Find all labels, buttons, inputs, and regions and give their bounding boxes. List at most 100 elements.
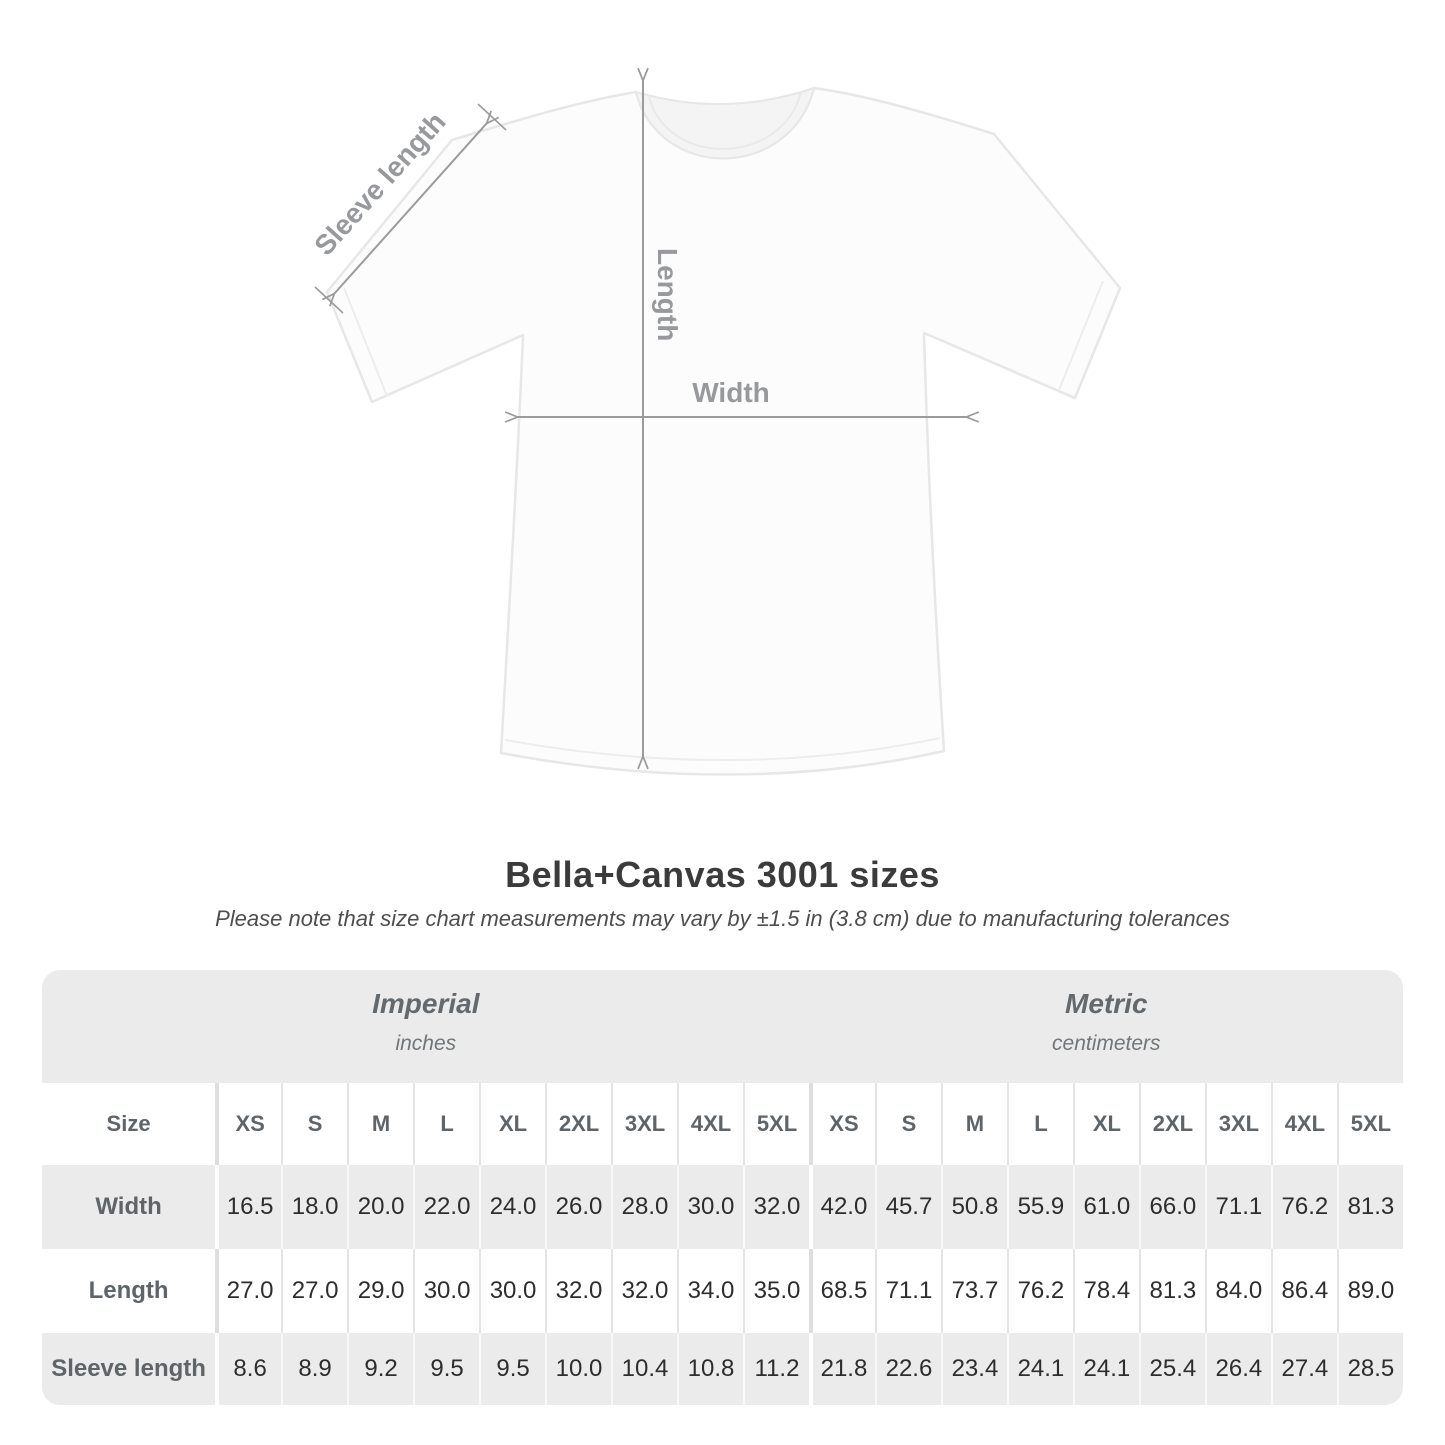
measurement-value: 84.0 — [1204, 1249, 1271, 1333]
measurement-value: 11.2 — [743, 1333, 809, 1405]
measurement-value: 22.0 — [413, 1165, 480, 1249]
measurement-value: 32.0 — [611, 1249, 678, 1333]
measurement-value: 27.0 — [215, 1249, 282, 1333]
size-chart-card: Imperial inches Metric centimeters Size X… — [42, 970, 1403, 1405]
measurement-value: 32.0 — [545, 1249, 612, 1333]
measurement-value: 35.0 — [743, 1249, 809, 1333]
page-title: Bella+Canvas 3001 sizes — [505, 854, 940, 895]
sleeve-arrow-start-tick — [314, 286, 344, 314]
measurement-value: 27.4 — [1270, 1333, 1337, 1405]
size-table: Size XS S M L XL 2XL 3XL 4XL 5XL XS S M L XL 2XL 3XL 4XL 5… — [42, 1083, 1403, 1405]
size-column-header: L — [413, 1083, 480, 1165]
size-column-header: XS — [808, 1083, 875, 1165]
tshirt-bottom-hem — [504, 737, 941, 762]
measurement-value: 24.1 — [1072, 1333, 1139, 1405]
measurement-value: 28.0 — [611, 1165, 678, 1249]
metric-label: Metric — [1065, 988, 1148, 1019]
measurement-value: 23.4 — [940, 1333, 1007, 1405]
measurement-value: 10.4 — [611, 1333, 678, 1405]
measurement-value: 29.0 — [347, 1249, 414, 1333]
measurement-value: 26.0 — [545, 1165, 612, 1249]
measurement-value: 45.7 — [874, 1165, 941, 1249]
size-column-header: S — [281, 1083, 348, 1165]
row-label: Sleeve length — [42, 1333, 216, 1405]
width-label: Width — [692, 377, 770, 408]
tshirt-collar-ribbing — [648, 91, 802, 150]
size-column-header: 5XL — [743, 1083, 809, 1165]
measurement-value: 89.0 — [1336, 1249, 1403, 1333]
measurement-value: 22.6 — [874, 1333, 941, 1405]
measurement-value: 9.5 — [413, 1333, 480, 1405]
measurement-value: 50.8 — [940, 1165, 1007, 1249]
measurement-value: 86.4 — [1270, 1249, 1337, 1333]
measurement-value: 30.0 — [479, 1249, 546, 1333]
measurement-value: 10.0 — [545, 1333, 612, 1405]
measurement-value: 24.1 — [1006, 1333, 1073, 1405]
measurement-value: 68.5 — [808, 1249, 875, 1333]
measurement-value: 81.3 — [1138, 1249, 1205, 1333]
sleeve-arrow-end-tick — [477, 103, 507, 131]
measurement-value: 73.7 — [940, 1249, 1007, 1333]
imperial-label: Imperial — [372, 988, 480, 1019]
imperial-section-header: Imperial inches — [42, 970, 810, 1083]
metric-section-header: Metric centimeters — [810, 970, 1403, 1083]
imperial-unit-label: inches — [395, 1032, 457, 1055]
size-column-header: S — [874, 1083, 941, 1165]
measurement-value: 81.3 — [1336, 1165, 1403, 1249]
measurement-value: 76.2 — [1270, 1165, 1337, 1249]
measurement-value: 66.0 — [1138, 1165, 1205, 1249]
size-column-header: 4XL — [1270, 1083, 1337, 1165]
measurement-value: 20.0 — [347, 1165, 414, 1249]
measurement-value: 24.0 — [479, 1165, 546, 1249]
length-label: Length — [652, 248, 683, 341]
tshirt-measurement-diagram: Sleeve length Length Width — [308, 0, 1122, 776]
measurement-value: 28.5 — [1336, 1333, 1403, 1405]
measurement-value: 42.0 — [808, 1165, 875, 1249]
row-label: Width — [42, 1165, 216, 1249]
size-column-header: 3XL — [611, 1083, 678, 1165]
size-column-header: 2XL — [545, 1083, 612, 1165]
measurement-value: 9.2 — [347, 1333, 414, 1405]
units-header-band: Imperial inches Metric centimeters — [42, 970, 1403, 1083]
size-column-header: XS — [215, 1083, 282, 1165]
measurement-value: 71.1 — [1204, 1165, 1271, 1249]
tolerance-note: Please note that size chart measurements… — [215, 906, 1230, 931]
size-column-header: XL — [479, 1083, 546, 1165]
measurement-value: 21.8 — [808, 1333, 875, 1405]
size-column-header: 3XL — [1204, 1083, 1271, 1165]
measurement-value: 26.4 — [1204, 1333, 1271, 1405]
measurement-value: 76.2 — [1006, 1249, 1073, 1333]
measurement-value: 78.4 — [1072, 1249, 1139, 1333]
size-column-header: L — [1006, 1083, 1073, 1165]
measurement-value: 8.9 — [281, 1333, 348, 1405]
measurement-value: 8.6 — [215, 1333, 282, 1405]
measurement-value: 27.0 — [281, 1249, 348, 1333]
size-column-header: XL — [1072, 1083, 1139, 1165]
size-table-body: Size XS S M L XL 2XL 3XL 4XL 5XL XS S M L XL 2XL 3XL 4XL 5… — [42, 1083, 1403, 1405]
measurement-value: 30.0 — [413, 1249, 480, 1333]
tshirt-outline — [325, 86, 1122, 776]
measurement-value: 61.0 — [1072, 1165, 1139, 1249]
tshirt-neck-opening — [634, 86, 816, 160]
measurement-value: 10.8 — [677, 1333, 743, 1405]
row-label: Length — [42, 1249, 216, 1333]
size-column-header: M — [347, 1083, 414, 1165]
measurement-value: 32.0 — [743, 1165, 809, 1249]
metric-unit-label: centimeters — [1052, 1032, 1161, 1055]
measurement-value: 34.0 — [677, 1249, 743, 1333]
size-corner-header: Size — [42, 1083, 216, 1165]
sleeve-length-arrow — [334, 123, 487, 294]
measurement-value: 25.4 — [1138, 1333, 1205, 1405]
tshirt-diagram-svg: Sleeve length Length Width — [308, 0, 1122, 776]
size-column-header: 5XL — [1336, 1083, 1403, 1165]
measurement-value: 9.5 — [479, 1333, 546, 1405]
measurement-value: 71.1 — [874, 1249, 941, 1333]
tshirt-right-sleeve-hem — [1058, 280, 1104, 391]
size-column-header: 2XL — [1138, 1083, 1205, 1165]
size-column-header: M — [940, 1083, 1007, 1165]
measurement-value: 16.5 — [215, 1165, 282, 1249]
measurement-value: 18.0 — [281, 1165, 348, 1249]
size-column-header: 4XL — [677, 1083, 743, 1165]
measurement-value: 55.9 — [1006, 1165, 1073, 1249]
measurement-value: 30.0 — [677, 1165, 743, 1249]
